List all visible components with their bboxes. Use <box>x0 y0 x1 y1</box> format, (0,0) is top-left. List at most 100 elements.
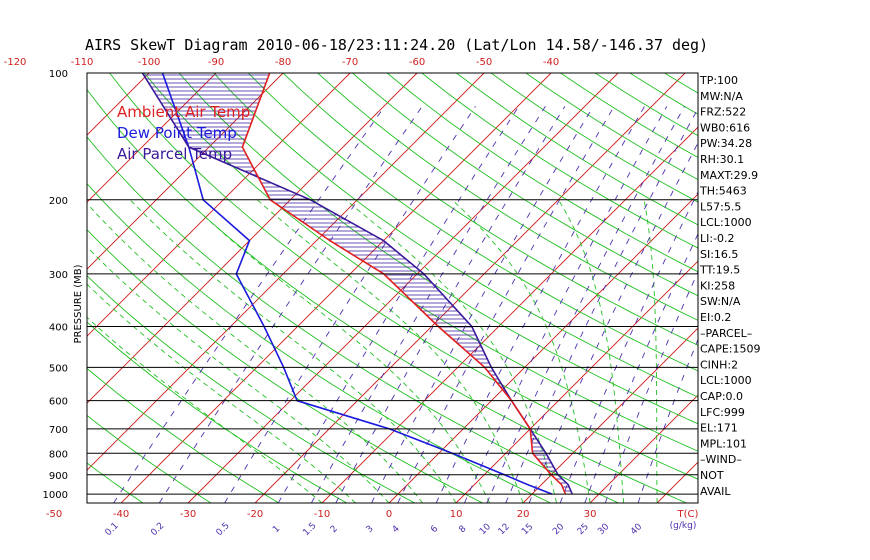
top-temp-tick-label: -90 <box>208 57 224 68</box>
index-item: LCL:1000 <box>700 216 752 229</box>
dry-adiabat-line <box>386 73 698 273</box>
dry-adiabat-line <box>803 73 870 503</box>
isotherm-line <box>187 73 619 503</box>
bottom-temp-tick-label: -20 <box>247 509 263 520</box>
dry-adiabat-line <box>352 73 698 297</box>
dry-adiabat-line <box>248 73 698 372</box>
index-item: CAPE:1509 <box>700 343 761 356</box>
mixing-ratio-line <box>311 106 546 503</box>
legend-entry: Air Parcel Temp <box>117 145 232 163</box>
pressure-tick-label: 600 <box>49 397 68 408</box>
index-item: NOT <box>700 469 724 482</box>
index-item: AVAIL <box>700 485 731 498</box>
dry-adiabat-line <box>143 73 698 452</box>
moist-adiabat-line <box>558 199 625 503</box>
isotherm-line <box>87 73 485 471</box>
pressure-tick-label: 200 <box>49 196 68 207</box>
index-item: –WIND– <box>700 453 742 466</box>
isotherm-line <box>656 461 698 503</box>
dry-adiabat-line <box>87 182 551 503</box>
mixing-ratio-label: 15 <box>520 522 535 537</box>
moist-adiabat-line <box>87 246 390 503</box>
top-temp-tick-label: -110 <box>71 57 94 68</box>
pressure-tick-label: 100 <box>49 69 68 80</box>
bottom-temp-tick-label: -10 <box>314 509 330 520</box>
bottom-temp-tick-label: 0 <box>386 509 392 520</box>
index-item: SW:N/A <box>700 295 741 308</box>
index-item: WB0:616 <box>700 121 750 134</box>
dry-adiabat-line <box>0 73 75 503</box>
top-temp-tick-label: -50 <box>476 57 492 68</box>
isotherm-line <box>791 73 870 503</box>
mixing-ratio-line <box>604 270 698 503</box>
y-axis-label: PRESSURE (MB) <box>73 264 84 343</box>
mixing-ratio-line <box>397 106 615 503</box>
index-item: MW:N/A <box>700 90 743 103</box>
index-item: EI:0.2 <box>700 311 731 324</box>
dry-adiabat-line <box>87 136 619 503</box>
mixing-ratio-label: 12 <box>497 522 512 537</box>
mixing-ratio-label: 6 <box>429 524 440 535</box>
legend-entry: Ambient Air Temp <box>117 103 250 121</box>
mixing-ratio-label: 0.5 <box>215 521 232 538</box>
ambient-temp-line <box>241 73 567 495</box>
dry-adiabat-line <box>282 73 698 346</box>
mixing-ratio-line <box>435 106 645 503</box>
bottom-temp-tick-label: -30 <box>180 509 196 520</box>
top-temp-tick-label: -80 <box>275 57 291 68</box>
isotherm-line <box>455 260 698 503</box>
dry-adiabat-line <box>87 229 483 503</box>
pressure-tick-label: 800 <box>49 449 68 460</box>
index-item: TP:100 <box>699 74 738 87</box>
bottom-axis-unit: T(C) <box>677 509 699 520</box>
pressure-tick-label: 300 <box>49 270 68 281</box>
pressure-tick-label: 700 <box>49 425 68 436</box>
moist-adiabat-line <box>186 199 491 503</box>
mixing-ratio-label: 2 <box>329 524 340 535</box>
moist-adiabat-line <box>451 199 591 503</box>
index-item: L57:5.5 <box>700 200 741 213</box>
mixing-ratio-label: 25 <box>576 522 591 537</box>
pressure-tick-label: 1000 <box>43 490 68 501</box>
dry-adiabat-line <box>87 462 144 503</box>
top-temp-tick-label: -40 <box>543 57 559 68</box>
top-temp-tick-label: -60 <box>409 57 425 68</box>
isotherm-line <box>254 73 686 503</box>
isotherm-line <box>0 73 82 503</box>
index-item: SI:16.5 <box>700 248 738 261</box>
dry-adiabat-line <box>178 73 698 425</box>
index-item: RH:30.1 <box>700 153 744 166</box>
mixing-ratio-line <box>335 106 566 503</box>
mixing-ratio-label: 40 <box>629 522 644 537</box>
legend-entry: Dew Point Temp <box>117 124 237 142</box>
dry-adiabat-line <box>87 88 687 503</box>
index-item: LCL:1000 <box>700 374 752 387</box>
top-temp-tick-label: -120 <box>4 57 27 68</box>
pressure-tick-label: 500 <box>49 363 68 374</box>
mixing-ratio-label: 20 <box>551 522 566 537</box>
mixing-ratio-line <box>637 338 698 503</box>
index-item: MAXT:29.9 <box>700 169 758 182</box>
mixing-ratio-label: 1.5 <box>301 521 318 538</box>
index-item: –PARCEL– <box>700 327 752 340</box>
dry-adiabat-line <box>664 73 698 94</box>
isotherm-line <box>87 73 351 337</box>
mixing-ratio-line <box>486 106 685 503</box>
bottom-temp-tick-label: -40 <box>113 509 129 520</box>
moist-adiabat-line <box>129 199 457 503</box>
mixing-ratio-line <box>528 142 698 503</box>
isotherm-line <box>589 394 698 503</box>
moist-adiabat-line <box>643 199 658 503</box>
mixing-ratio-line <box>158 106 423 503</box>
index-item: EL:171 <box>700 422 738 435</box>
bottom-temp-tick-label: 10 <box>450 509 463 520</box>
dry-adiabat-line <box>421 73 698 249</box>
mixing-ratio-line <box>463 106 668 503</box>
index-item: MPL:101 <box>700 437 747 450</box>
isotherm-line <box>87 73 284 270</box>
bottom-temp-tick-label: 20 <box>517 509 530 520</box>
top-temp-tick-label: -100 <box>138 57 161 68</box>
moist-adiabat-line <box>87 202 423 503</box>
mixing-ratio-label: 0.2 <box>149 521 166 538</box>
mixing-ratio-line <box>559 190 698 503</box>
